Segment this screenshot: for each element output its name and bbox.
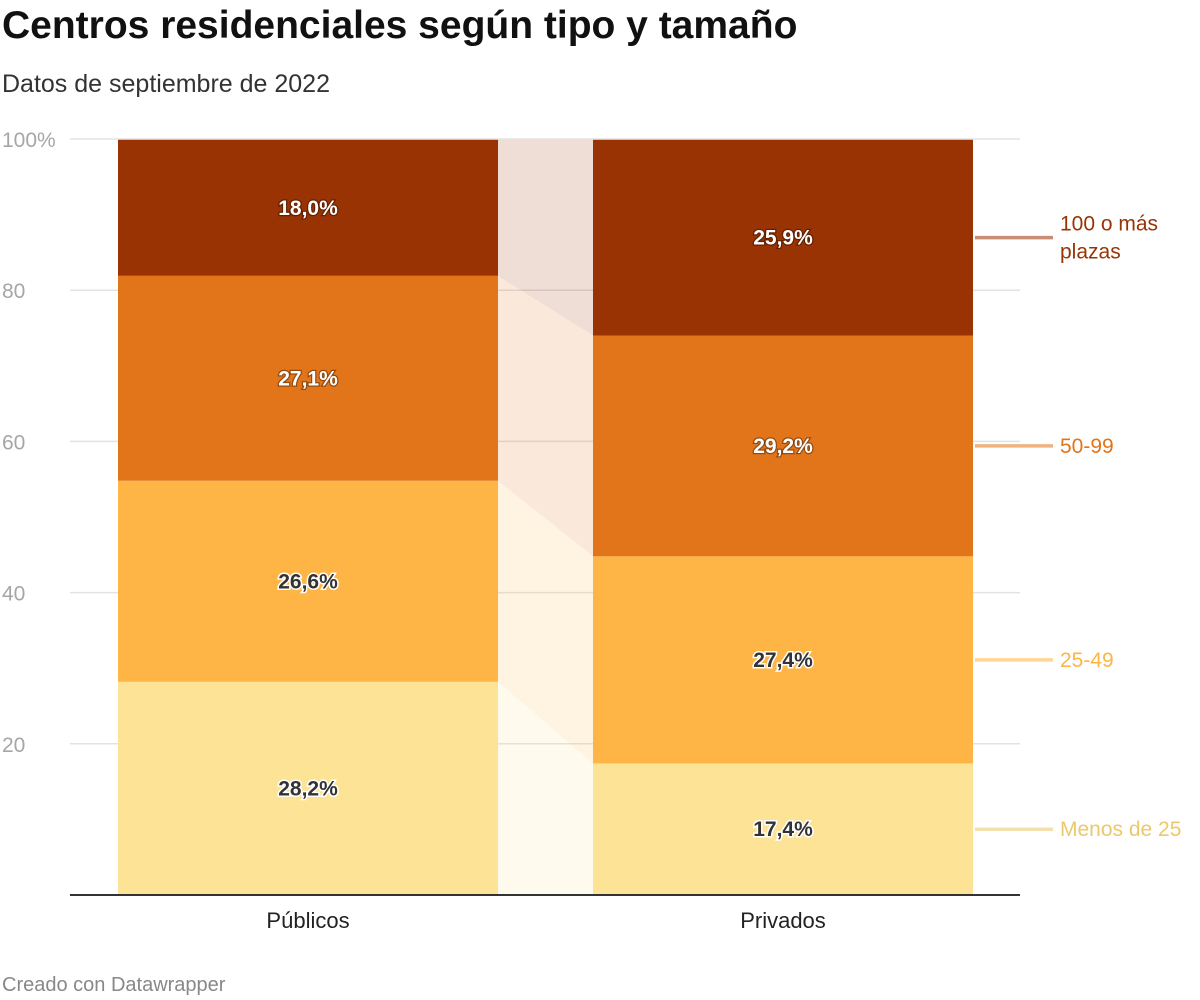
- bar-segment: [118, 480, 498, 682]
- bar-segment: [118, 275, 498, 481]
- y-tick-label: 80: [2, 280, 25, 303]
- bar-value-label: 27,1%: [278, 367, 338, 390]
- bar-segment: [593, 763, 973, 895]
- y-tick-label: 60: [2, 431, 25, 454]
- connector-band: [498, 681, 593, 895]
- credit-note: Creado con Datawrapper: [2, 974, 226, 996]
- bar-value-label: 18,0%: [278, 197, 338, 220]
- bar-value-label: 26,6%: [278, 570, 338, 593]
- x-tick-label: Privados: [740, 908, 826, 933]
- bar-segment: [593, 335, 973, 557]
- bar-value-label: 25,9%: [753, 227, 813, 250]
- bar-segment: [593, 139, 973, 336]
- bar-value-label: 27,4%: [753, 649, 813, 672]
- y-tick-label: 20: [2, 734, 25, 757]
- connector-band: [498, 480, 593, 764]
- bar-segment: [118, 681, 498, 895]
- bar-segment: [593, 556, 973, 764]
- chart-title: Centros residenciales según tipo y tamañ…: [2, 4, 798, 47]
- bar-value-label: 17,4%: [753, 818, 813, 841]
- bar-value-label: 29,2%: [753, 435, 813, 458]
- connector-band: [498, 275, 593, 557]
- legend-label: 100 o más plazas: [1060, 213, 1158, 264]
- y-tick-label: 40: [2, 583, 25, 606]
- chart-subtitle: Datos de septiembre de 2022: [2, 70, 330, 98]
- connector-band: [498, 139, 593, 336]
- y-tick-label: 100%: [2, 129, 56, 152]
- legend-label: 50-99: [1060, 435, 1114, 458]
- x-tick-label: Públicos: [266, 908, 349, 933]
- legend-label: 25-49: [1060, 649, 1114, 672]
- bar-segment: [118, 139, 498, 276]
- legend-label: Menos de 25: [1060, 818, 1181, 841]
- bar-value-label: 28,2%: [278, 777, 338, 800]
